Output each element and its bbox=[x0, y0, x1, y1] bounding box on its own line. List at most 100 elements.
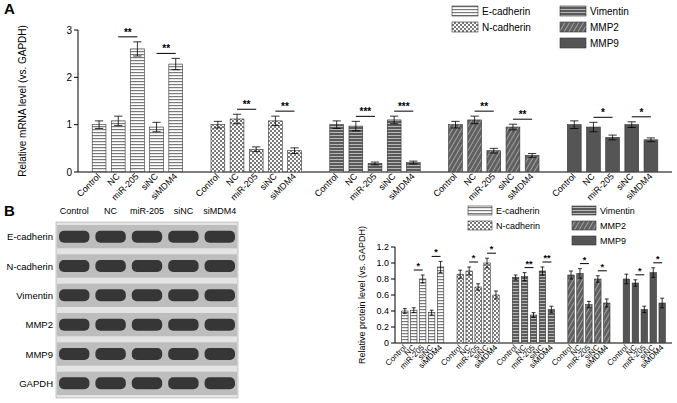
bar bbox=[606, 137, 620, 172]
bar bbox=[525, 155, 539, 172]
error-bar bbox=[523, 273, 527, 281]
error-bar bbox=[642, 306, 646, 312]
legend-swatch bbox=[572, 206, 596, 215]
error-cap bbox=[651, 277, 655, 278]
bar bbox=[644, 140, 658, 172]
error-cap bbox=[570, 128, 578, 129]
error-bar bbox=[578, 269, 582, 279]
error-line bbox=[336, 121, 337, 129]
x-tick-label: siMDM4 bbox=[417, 343, 444, 370]
error-cap bbox=[532, 317, 536, 318]
error-cap bbox=[458, 270, 462, 271]
legend-label: N-cadherin bbox=[482, 22, 531, 33]
error-bar bbox=[494, 291, 498, 299]
error-cap bbox=[214, 127, 222, 128]
error-line bbox=[551, 306, 552, 312]
bar bbox=[484, 263, 490, 343]
error-line bbox=[394, 116, 395, 124]
x-tick-label: siMDM4 bbox=[268, 171, 298, 201]
error-cap bbox=[509, 124, 517, 125]
error-cap bbox=[333, 128, 341, 129]
error-line bbox=[460, 270, 461, 278]
error-bar bbox=[476, 284, 480, 290]
error-line bbox=[413, 308, 414, 313]
error-line bbox=[355, 121, 356, 130]
bar bbox=[230, 119, 244, 172]
blot-strip bbox=[57, 254, 237, 277]
error-cap bbox=[514, 279, 518, 280]
legend-swatch bbox=[452, 6, 478, 16]
error-bar bbox=[587, 301, 591, 307]
bar bbox=[512, 277, 518, 343]
error-cap bbox=[333, 120, 341, 121]
bar bbox=[493, 295, 499, 343]
error-line bbox=[495, 291, 496, 299]
error-bar bbox=[271, 116, 279, 125]
bar bbox=[330, 125, 344, 172]
bar bbox=[632, 283, 638, 343]
y-tick-label: 1.0 bbox=[376, 258, 389, 268]
x-tick-label: siMDM4 bbox=[624, 171, 654, 201]
error-bar bbox=[430, 310, 434, 315]
error-bar bbox=[252, 147, 260, 152]
error-cap bbox=[485, 258, 489, 259]
error-cap bbox=[596, 275, 600, 276]
bar bbox=[506, 127, 520, 172]
western-blot: ControlNCmiR-205siNCsiMDM4E-cadherinN-ca… bbox=[7, 206, 238, 398]
y-tick-label: 0.6 bbox=[376, 290, 389, 300]
x-tick-label: siMDM4 bbox=[149, 171, 179, 201]
bar bbox=[402, 311, 408, 343]
error-cap bbox=[596, 282, 600, 283]
error-cap bbox=[541, 275, 545, 276]
bar bbox=[539, 271, 545, 343]
significance-label: ** bbox=[519, 109, 527, 120]
legend-label: Vimentin bbox=[600, 206, 635, 216]
protein-label: MMP2 bbox=[26, 319, 53, 330]
error-cap bbox=[430, 315, 434, 316]
protein-label: MMP9 bbox=[26, 349, 53, 360]
error-bar bbox=[214, 121, 222, 128]
error-bar bbox=[439, 261, 443, 272]
y-tick-label: 0.2 bbox=[376, 322, 389, 332]
error-cap bbox=[467, 267, 471, 268]
error-bar bbox=[605, 299, 609, 307]
bar bbox=[567, 125, 581, 172]
lane-label: Control bbox=[60, 206, 89, 216]
legend: E-cadherinN-cadherinVimentinMMP2MMP9 bbox=[452, 6, 629, 49]
error-cap bbox=[587, 307, 591, 308]
error-line bbox=[99, 121, 100, 129]
band bbox=[132, 377, 162, 389]
error-cap bbox=[490, 148, 498, 149]
y-axis-label: Relative mRNA level (vs. GAPDH) bbox=[17, 25, 28, 177]
error-cap bbox=[451, 127, 459, 128]
legend-swatch bbox=[468, 221, 492, 230]
band bbox=[95, 231, 125, 243]
error-cap bbox=[290, 153, 298, 154]
y-axis bbox=[78, 30, 79, 172]
band bbox=[95, 348, 125, 360]
error-bar bbox=[589, 122, 597, 131]
x-tick-label: siMDM4 bbox=[472, 343, 499, 370]
error-cap bbox=[476, 290, 480, 291]
y-tick-label: 2 bbox=[66, 72, 72, 83]
error-cap bbox=[578, 278, 582, 279]
error-cap bbox=[114, 125, 122, 126]
band bbox=[168, 289, 198, 301]
band bbox=[132, 319, 162, 331]
protein-label: E-cadherin bbox=[7, 231, 53, 242]
significance-label: * bbox=[416, 261, 420, 271]
lane-label: siMDM4 bbox=[203, 206, 236, 216]
error-bar bbox=[409, 161, 417, 164]
y-tick-label: 0.4 bbox=[376, 306, 389, 316]
y-tick-label: 0 bbox=[384, 338, 389, 348]
y-tick bbox=[391, 327, 395, 328]
panel-label: B bbox=[4, 202, 15, 219]
legend-label: E-cadherin bbox=[482, 6, 530, 17]
error-bar bbox=[570, 121, 578, 129]
error-bar bbox=[152, 122, 160, 131]
error-line bbox=[156, 122, 157, 131]
error-cap bbox=[608, 139, 616, 140]
error-cap bbox=[628, 121, 636, 122]
error-line bbox=[404, 309, 405, 314]
bar bbox=[548, 309, 554, 343]
